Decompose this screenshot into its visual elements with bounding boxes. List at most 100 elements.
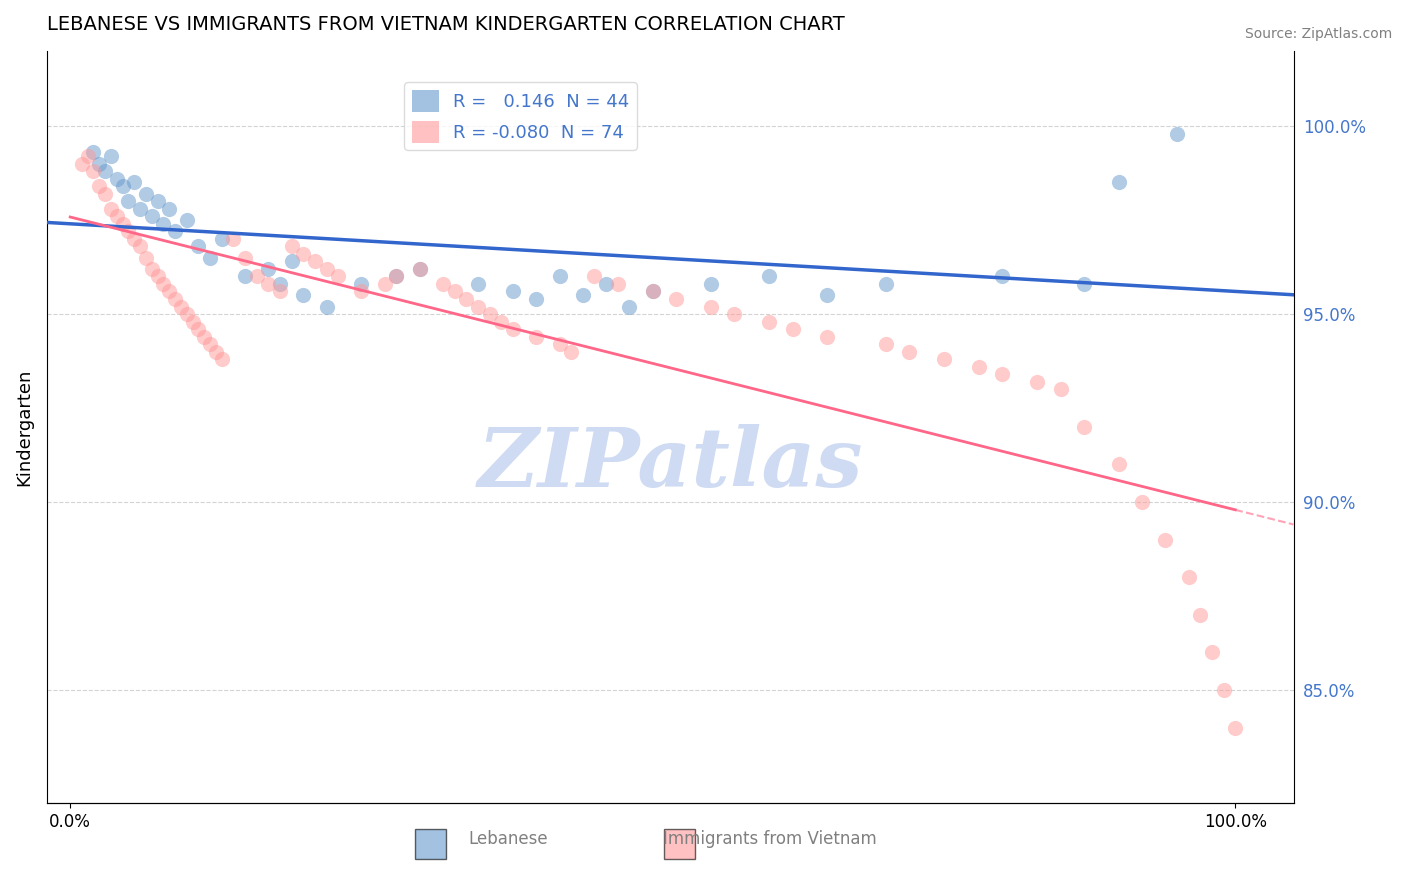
Point bbox=[898, 344, 921, 359]
Point bbox=[157, 285, 180, 299]
Point bbox=[1073, 419, 1095, 434]
Point bbox=[967, 359, 990, 374]
Point bbox=[524, 292, 547, 306]
Point bbox=[350, 285, 373, 299]
Point bbox=[280, 254, 302, 268]
Point bbox=[246, 269, 269, 284]
Point bbox=[157, 202, 180, 216]
Point bbox=[89, 179, 111, 194]
Point bbox=[187, 322, 209, 336]
Point bbox=[1108, 176, 1130, 190]
Point bbox=[315, 300, 337, 314]
Point bbox=[146, 194, 169, 209]
Point bbox=[548, 337, 571, 351]
Point bbox=[141, 261, 163, 276]
Point bbox=[758, 314, 780, 328]
Point bbox=[875, 277, 897, 291]
Point bbox=[619, 300, 641, 314]
Point bbox=[409, 261, 432, 276]
Point bbox=[280, 239, 302, 253]
Point bbox=[572, 288, 595, 302]
Point bbox=[1108, 458, 1130, 472]
Point bbox=[1177, 570, 1199, 584]
Point bbox=[875, 337, 897, 351]
Point bbox=[170, 300, 193, 314]
Point bbox=[198, 337, 221, 351]
Point bbox=[641, 285, 664, 299]
Point bbox=[176, 213, 198, 227]
Point bbox=[198, 251, 221, 265]
Point bbox=[1154, 533, 1177, 547]
Point bbox=[1026, 375, 1049, 389]
Point bbox=[817, 288, 839, 302]
Point bbox=[105, 209, 128, 223]
Point bbox=[665, 292, 688, 306]
Point bbox=[146, 269, 169, 284]
Point bbox=[374, 277, 396, 291]
Point bbox=[385, 269, 408, 284]
Point bbox=[176, 307, 198, 321]
Point bbox=[111, 217, 134, 231]
Point bbox=[193, 329, 215, 343]
Point bbox=[467, 300, 489, 314]
Point bbox=[94, 186, 117, 201]
Point bbox=[233, 251, 256, 265]
Point bbox=[141, 209, 163, 223]
FancyBboxPatch shape bbox=[664, 830, 695, 859]
Point bbox=[1212, 683, 1234, 698]
Point bbox=[782, 322, 804, 336]
Point bbox=[1189, 607, 1212, 622]
Point bbox=[211, 232, 233, 246]
Point bbox=[350, 277, 373, 291]
Point bbox=[524, 329, 547, 343]
Point bbox=[269, 285, 291, 299]
Point bbox=[700, 300, 723, 314]
Point bbox=[181, 314, 204, 328]
Y-axis label: Kindergarten: Kindergarten bbox=[15, 368, 32, 485]
Text: Immigrants from Vietnam: Immigrants from Vietnam bbox=[664, 830, 877, 848]
Point bbox=[502, 322, 524, 336]
Point bbox=[456, 292, 478, 306]
Point bbox=[233, 269, 256, 284]
Point bbox=[82, 145, 104, 160]
Point bbox=[1049, 382, 1071, 396]
Point bbox=[165, 292, 187, 306]
Point bbox=[292, 288, 315, 302]
Point bbox=[1201, 645, 1223, 659]
Point bbox=[117, 194, 139, 209]
Point bbox=[122, 176, 145, 190]
Point bbox=[409, 261, 432, 276]
Point bbox=[165, 224, 187, 238]
Point bbox=[152, 217, 174, 231]
Point bbox=[70, 156, 93, 170]
Point bbox=[82, 164, 104, 178]
Legend: R =   0.146  N = 44, R = -0.080  N = 74: R = 0.146 N = 44, R = -0.080 N = 74 bbox=[405, 82, 637, 150]
Point bbox=[1130, 495, 1153, 509]
Point bbox=[641, 285, 664, 299]
Point bbox=[606, 277, 628, 291]
Point bbox=[443, 285, 465, 299]
Point bbox=[269, 277, 291, 291]
Point bbox=[100, 149, 122, 163]
Point bbox=[257, 261, 280, 276]
Point bbox=[152, 277, 174, 291]
Point bbox=[758, 269, 780, 284]
Point bbox=[1166, 127, 1188, 141]
Point bbox=[560, 344, 582, 359]
Point bbox=[991, 269, 1014, 284]
Point bbox=[304, 254, 326, 268]
Point bbox=[932, 352, 955, 367]
Text: Source: ZipAtlas.com: Source: ZipAtlas.com bbox=[1244, 27, 1392, 41]
Point bbox=[89, 156, 111, 170]
Point bbox=[328, 269, 350, 284]
Point bbox=[76, 149, 98, 163]
Point bbox=[817, 329, 839, 343]
Point bbox=[583, 269, 606, 284]
Point bbox=[595, 277, 617, 291]
Point bbox=[700, 277, 723, 291]
Point bbox=[467, 277, 489, 291]
Point bbox=[122, 232, 145, 246]
Point bbox=[991, 367, 1014, 381]
Point bbox=[205, 344, 228, 359]
Point bbox=[135, 186, 157, 201]
